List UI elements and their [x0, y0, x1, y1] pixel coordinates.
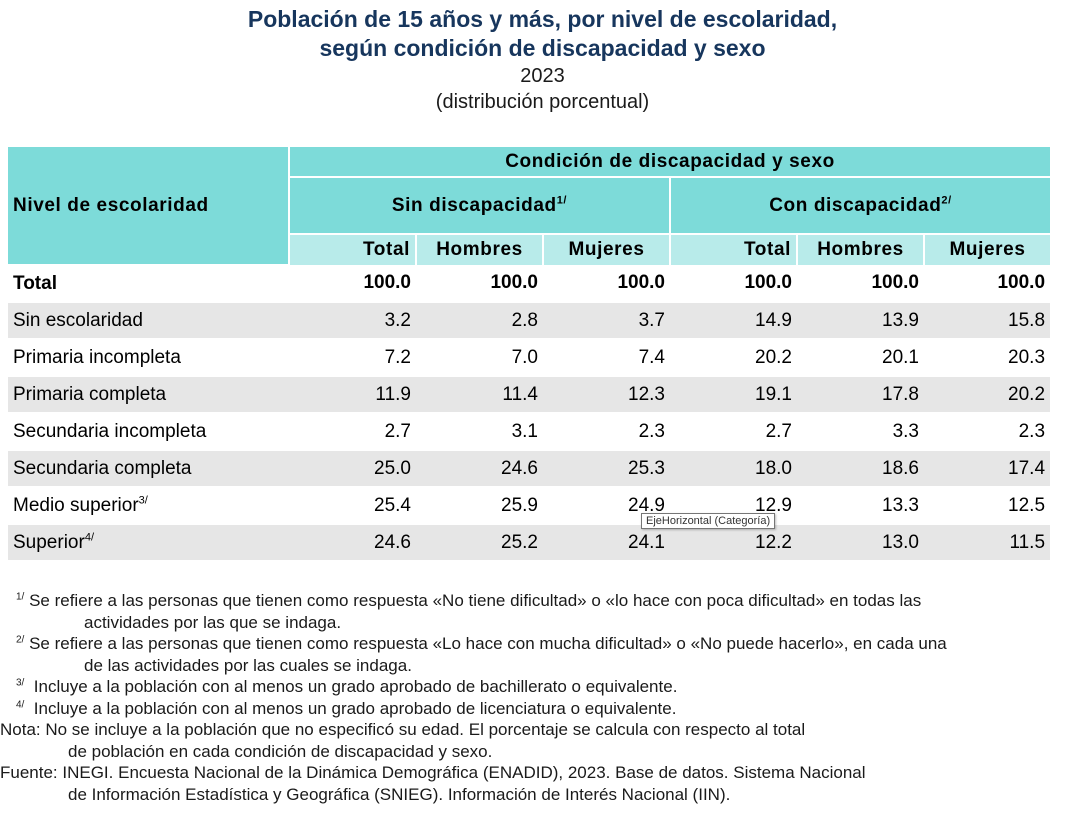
table-cell: 100.0 — [617, 272, 665, 293]
table-cell: 2.7 — [670, 412, 797, 450]
col-group-sin: Sin discapacidad1/ — [288, 177, 670, 235]
table-cell: 24.6 — [416, 449, 543, 487]
row-label: Secundaria incompleta — [8, 412, 289, 450]
table-cell: 25.0 — [289, 449, 416, 487]
table-cell: 11.5 — [924, 523, 1051, 560]
table-cell: 24.6 — [289, 523, 416, 560]
table-cell: 11.9 — [289, 375, 416, 413]
footnote-1: 1/ Se refiere a las personas que tienen … — [16, 591, 922, 632]
table-cell: 20.3 — [924, 338, 1051, 376]
table-cell: 2.8 — [416, 301, 543, 339]
table-cell: 20.1 — [797, 338, 924, 376]
table-cell: 3.7 — [543, 301, 670, 339]
row-header-label: Nivel de escolaridad — [8, 147, 289, 266]
table-cell: 3.2 — [289, 301, 416, 339]
footnote-3: 3/ Incluye a la población con al menos u… — [16, 677, 678, 696]
table-row: Primaria incompleta 7.2 7.0 7.4 20.2 20.1 20.3 — [8, 338, 1051, 376]
table-cell: 100.0 — [363, 272, 411, 293]
row-label: Sin escolaridad — [8, 301, 289, 339]
table-cell: 3.3 — [797, 412, 924, 450]
table-cell: 17.4 — [924, 449, 1051, 487]
page-title-line2: según condición de discapacidad y sexo — [319, 35, 766, 61]
table-cell: 18.6 — [797, 449, 924, 487]
table-cell: 25.9 — [416, 486, 543, 524]
table-cell: 14.9 — [670, 301, 797, 339]
table-cell: 24.1 — [543, 523, 670, 560]
table-cell: 11.4 — [416, 375, 543, 413]
table-cell: 15.8 — [924, 301, 1051, 339]
col-header: Total — [288, 234, 416, 265]
table-cell: 100.0 — [997, 272, 1046, 293]
row-label: Superior4/ — [8, 523, 289, 560]
axis-tooltip: EjeHorizontal (Categoría) — [641, 513, 776, 529]
table-cell: 19.1 — [670, 375, 797, 413]
table-cell: 2.7 — [289, 412, 416, 450]
row-label: Primaria completa — [8, 375, 289, 413]
footnote-2: 2/ Se refiere a las personas que tienen … — [16, 634, 947, 675]
row-label: Total — [13, 272, 57, 294]
table-cell: 12.5 — [924, 486, 1051, 524]
row-label: Primaria incompleta — [8, 338, 289, 376]
table-cell: 13.3 — [797, 486, 924, 524]
row-label: Secundaria completa — [8, 449, 289, 487]
col-header: Hombres — [415, 234, 543, 265]
table-cell: 17.8 — [797, 375, 924, 413]
table-cell: 12.3 — [543, 375, 670, 413]
table-cell: 13.0 — [797, 523, 924, 560]
table-row: Secundaria completa 25.0 24.6 25.3 18.0 18.6 1… — [8, 449, 1051, 487]
table-row: Superior4/24.6 25.2 24.1 12.2 13.0 11.5 — [8, 523, 1051, 560]
table-cell: 25.3 — [543, 449, 670, 487]
table-row: Secundaria incompleta 2.7 3.1 2.3 2.7 3.3 2.3 — [8, 412, 1051, 450]
footnote-fuente: Fuente: INEGI. Encuesta Nacional de la D… — [0, 763, 866, 804]
table-cell: 2.3 — [924, 412, 1051, 450]
table-cell: 20.2 — [670, 338, 797, 376]
table-cell: 100.0 — [490, 272, 538, 293]
group-header: Condición de discapacidad y sexo — [287, 147, 1051, 178]
table-cell: 7.0 — [416, 338, 543, 376]
table-cell: 3.1 — [416, 412, 543, 450]
row-label: Medio superior3/ — [8, 486, 289, 524]
footnotes: 1/ Se refiere a las personas que tienen … — [0, 590, 1076, 805]
unit-subtitle: (distribución porcentual) — [435, 91, 650, 113]
table-cell: 100.0 — [744, 272, 792, 293]
table-cell: 18.0 — [670, 449, 797, 487]
col-header: Hombres — [796, 234, 924, 265]
table-cell: 25.4 — [289, 486, 416, 524]
year-label: 2023 — [520, 65, 565, 87]
footnote-4: 4/ Incluye a la población con al menos u… — [16, 698, 677, 718]
col-group-con: Con discapacidad2/ — [668, 177, 1051, 235]
table-cell: 2.3 — [543, 412, 670, 450]
table-row: Medio superior3/25.4 25.9 24.9 12.9 13.3 12.5 — [8, 486, 1051, 524]
table-cell: 13.9 — [797, 301, 924, 339]
footnote-nota: Nota: No se incluye a la población que n… — [0, 720, 806, 761]
table-cell: 7.4 — [543, 338, 670, 376]
total-row: Total 100.0 100.0 100.0 100.0 100.0 100.0 — [8, 265, 1050, 302]
col-header: Total — [669, 234, 797, 265]
data-table: Nivel de escolaridad Condición de discap… — [8, 147, 1051, 560]
table-cell: 100.0 — [871, 272, 919, 293]
table-row: Sin escolaridad 3.2 2.8 3.7 14.9 13.9 15.8 — [8, 301, 1051, 339]
table-cell: 20.2 — [924, 375, 1051, 413]
table-cell: 25.2 — [416, 523, 543, 560]
page-title-line1: Población de 15 años y más, por nivel de… — [247, 6, 838, 32]
col-header: Mujeres — [542, 234, 670, 265]
table-cell: 7.2 — [289, 338, 416, 376]
table-row: Primaria completa 11.9 11.4 12.3 19.1 17.8 20.… — [8, 375, 1051, 413]
col-header: Mujeres — [922, 234, 1051, 265]
table-cell: 12.2 — [670, 523, 797, 560]
